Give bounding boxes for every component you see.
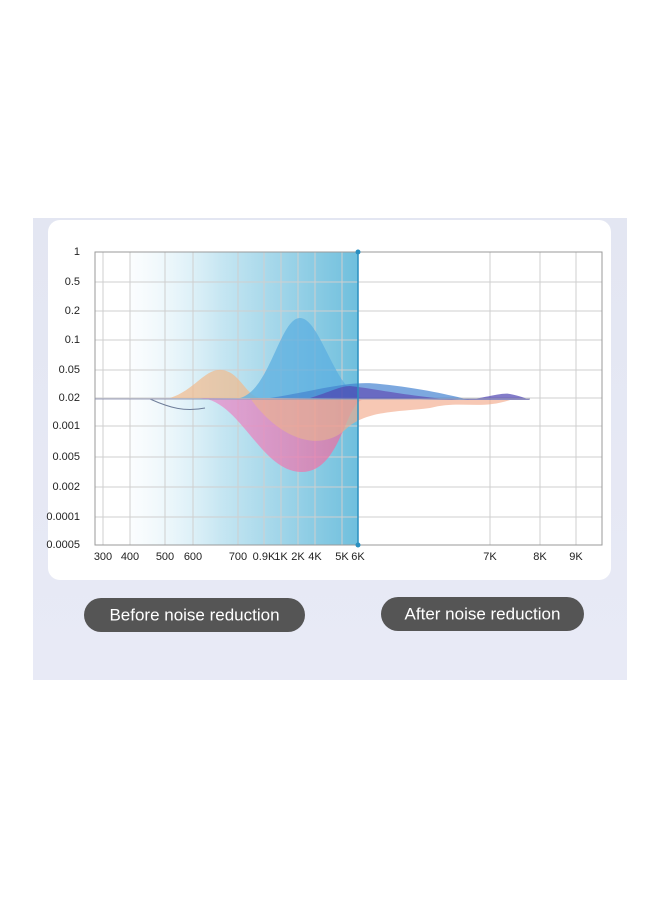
wave-orange [170,369,260,398]
x-label: 6K [351,551,365,563]
x-label: 7K [483,551,497,563]
x-label: 5K [335,551,349,563]
y-label: 0.0001 [46,511,80,523]
y-label: 0.0005 [46,539,80,551]
y-label: 1 [74,246,80,258]
wave-line [149,398,206,411]
after-button[interactable]: After noise reduction [381,597,584,631]
x-label: 400 [121,551,139,563]
y-label: 0.005 [52,451,80,463]
y-label: 0.2 [65,305,80,317]
y-label: 0.05 [59,364,80,376]
y-label: 0.1 [65,334,80,346]
y-label: 0.001 [52,420,80,432]
x-label: 600 [184,551,202,563]
wave-blue [240,318,362,398]
x-label: 0.9K [253,551,276,563]
x-label: 2K [291,551,305,563]
button-label: Before noise reduction [109,605,279,624]
y-label: 0.02 [59,392,80,404]
x-label: 700 [229,551,247,563]
y-label: 0.002 [52,481,80,493]
x-label: 8K [533,551,547,563]
wave-orange-low [250,398,510,441]
x-label: 1K [274,551,288,563]
button-label: After noise reduction [405,604,561,623]
wave-tail [460,393,530,400]
x-label: 4K [308,551,322,563]
divider-dot [355,542,361,548]
divider-dot [355,249,361,255]
waves [95,318,530,473]
x-label: 300 [94,551,112,563]
wave-indigo [310,386,460,400]
y-label: 0.5 [65,276,80,288]
before-button[interactable]: Before noise reduction [84,598,305,632]
x-label: 9K [569,551,583,563]
x-label: 500 [156,551,174,563]
